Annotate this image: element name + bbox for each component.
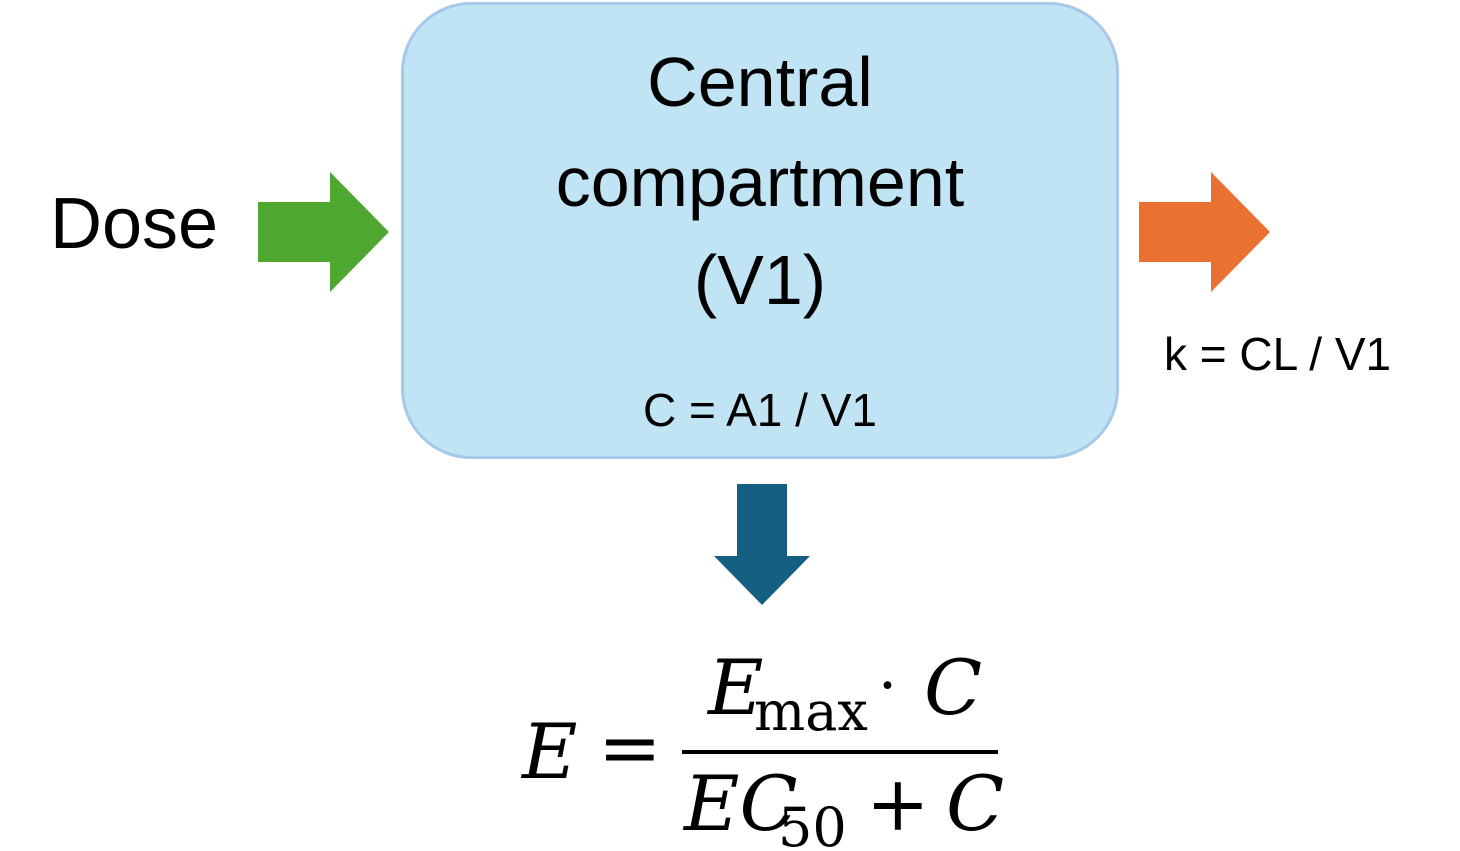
dose-input-arrow-icon: [258, 172, 389, 292]
compartment-title-line-1: Central: [647, 43, 873, 121]
formula-denominator-subscript: 50: [778, 796, 847, 851]
effect-arrow-shape: [714, 484, 810, 605]
formula-plus: +: [866, 759, 930, 848]
concentration-equation: C = A1 / V1: [643, 384, 877, 436]
dose-arrow-shape: [258, 172, 389, 292]
effect-down-arrow-icon: [714, 484, 810, 605]
formula-dot: ·: [878, 651, 897, 721]
formula-numerator-symbol: E: [706, 643, 763, 732]
formula-lhs: E: [520, 707, 577, 796]
elimination-rate-equation: k = CL / V1: [1164, 328, 1392, 380]
formula-denominator-var: C: [946, 759, 1004, 848]
compartment-title-line-2: compartment: [555, 143, 965, 221]
formula-denominator-symbol: EC: [682, 759, 798, 848]
elimination-arrow-shape: [1139, 172, 1270, 292]
dose-label: Dose: [50, 184, 219, 264]
elimination-arrow-icon: [1139, 172, 1270, 292]
formula-numerator-subscript: max: [754, 680, 868, 743]
compartment-title-line-3: (V1): [693, 241, 827, 319]
formula-numerator-var: C: [924, 643, 982, 732]
formula-equals: =: [598, 703, 662, 792]
central-compartment-box: [401, 2, 1119, 459]
